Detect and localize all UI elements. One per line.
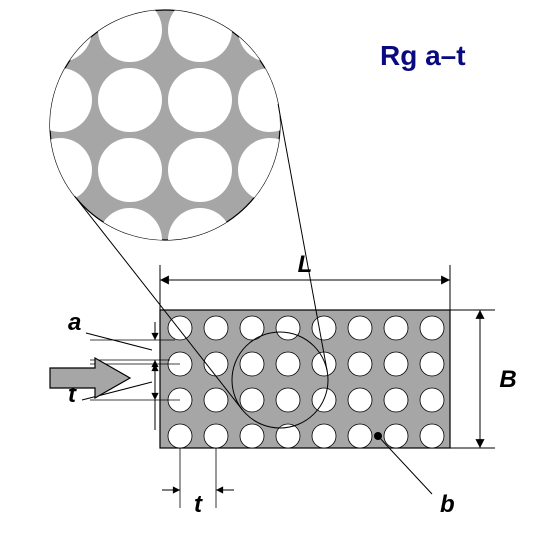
label-t-bottom: t xyxy=(194,491,203,518)
label-B: B xyxy=(499,366,516,393)
label-b: b xyxy=(440,491,455,518)
label-a: a xyxy=(68,309,81,336)
diagram-title: Rg a–t xyxy=(380,40,466,71)
label-L: L xyxy=(298,251,313,278)
